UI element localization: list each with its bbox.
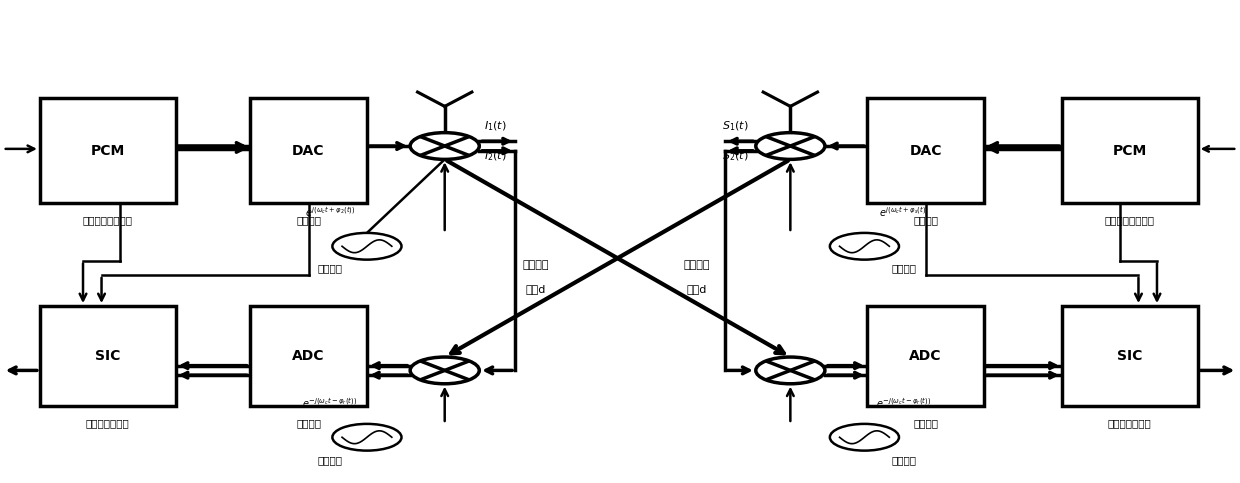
FancyBboxPatch shape bbox=[40, 98, 176, 203]
Circle shape bbox=[332, 233, 402, 260]
Circle shape bbox=[756, 133, 825, 159]
Circle shape bbox=[830, 233, 899, 260]
Text: DAC: DAC bbox=[293, 144, 325, 158]
Text: DAC: DAC bbox=[909, 144, 941, 158]
Text: 相位噪声: 相位噪声 bbox=[317, 455, 342, 466]
FancyBboxPatch shape bbox=[867, 306, 985, 406]
Text: $e^{-j(\omega_c t-\varphi_r(t))}$: $e^{-j(\omega_c t-\varphi_r(t))}$ bbox=[877, 396, 931, 410]
Circle shape bbox=[410, 133, 480, 159]
Text: 数模转换: 数模转换 bbox=[914, 215, 939, 225]
FancyBboxPatch shape bbox=[249, 98, 367, 203]
Text: 自干扰消除模块: 自干扰消除模块 bbox=[1109, 418, 1152, 428]
Text: SIC: SIC bbox=[95, 349, 120, 363]
Text: ADC: ADC bbox=[909, 349, 941, 363]
Text: $e^{j(\omega_c t+\varphi_2(t))}$: $e^{j(\omega_c t+\varphi_2(t))}$ bbox=[305, 205, 355, 219]
FancyBboxPatch shape bbox=[40, 306, 176, 406]
Text: $e^{-j(\omega_c t-\varphi_r(t))}$: $e^{-j(\omega_c t-\varphi_r(t))}$ bbox=[303, 396, 357, 410]
Text: SIC: SIC bbox=[1117, 349, 1142, 363]
Circle shape bbox=[332, 424, 402, 451]
Text: 距离d: 距离d bbox=[526, 284, 547, 294]
Text: $S_1(t)$: $S_1(t)$ bbox=[722, 119, 749, 133]
Text: $S_2(t)$: $S_2(t)$ bbox=[722, 150, 749, 163]
Text: 空间隔离: 空间隔离 bbox=[523, 260, 549, 270]
Text: $I_2(t)$: $I_2(t)$ bbox=[484, 150, 507, 163]
Text: 模数转换: 模数转换 bbox=[914, 418, 939, 428]
Text: 相位噪声: 相位噪声 bbox=[892, 263, 916, 273]
Circle shape bbox=[830, 424, 899, 451]
FancyBboxPatch shape bbox=[1061, 98, 1198, 203]
Text: 模数转换: 模数转换 bbox=[296, 418, 321, 428]
Text: 数模转换: 数模转换 bbox=[296, 215, 321, 225]
Circle shape bbox=[756, 357, 825, 384]
Text: ADC: ADC bbox=[293, 349, 325, 363]
FancyBboxPatch shape bbox=[249, 306, 367, 406]
Text: 极化状态控制模块: 极化状态控制模块 bbox=[83, 215, 133, 225]
Text: 极化状态控制模块: 极化状态控制模块 bbox=[1105, 215, 1154, 225]
Text: 相位噪声: 相位噪声 bbox=[892, 455, 916, 466]
Text: 空间隔离: 空间隔离 bbox=[683, 260, 709, 270]
FancyBboxPatch shape bbox=[867, 98, 985, 203]
Text: $e^{j(\omega_c t+\varphi_s(t))}$: $e^{j(\omega_c t+\varphi_s(t))}$ bbox=[879, 205, 929, 219]
Circle shape bbox=[410, 357, 480, 384]
Text: 距离d: 距离d bbox=[687, 284, 707, 294]
Text: PCM: PCM bbox=[1112, 144, 1147, 158]
Text: 自干扰消除模块: 自干扰消除模块 bbox=[86, 418, 130, 428]
FancyBboxPatch shape bbox=[1061, 306, 1198, 406]
Text: PCM: PCM bbox=[91, 144, 125, 158]
Text: $I_1(t)$: $I_1(t)$ bbox=[484, 119, 507, 133]
Text: 相位噪声: 相位噪声 bbox=[317, 263, 342, 273]
